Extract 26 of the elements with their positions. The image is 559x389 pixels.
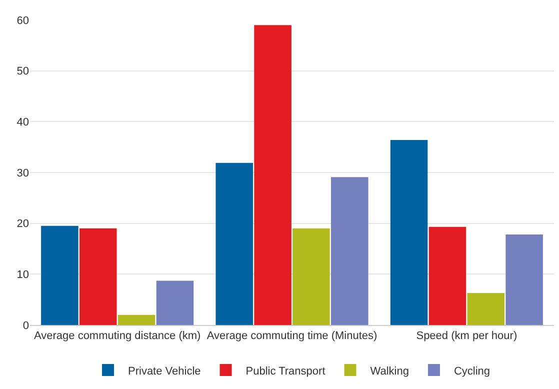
bar <box>118 314 156 325</box>
y-tick-label: 20 <box>16 218 29 230</box>
x-tick-label: Average commuting distance (km) <box>34 330 201 342</box>
bar <box>254 25 292 325</box>
bar <box>331 177 368 325</box>
x-tick-label: Average commuting time (Minutes) <box>206 330 378 342</box>
bar <box>156 280 194 325</box>
legend-label: Private Vehicle <box>128 365 201 378</box>
bar <box>390 140 428 325</box>
y-tick-label: 30 <box>16 167 29 180</box>
legend-label: Walking <box>370 365 409 378</box>
y-tick-label: 50 <box>16 66 29 78</box>
bar <box>216 162 253 325</box>
y-tick-label: 0 <box>22 320 29 332</box>
bar <box>41 226 78 325</box>
y-tick-label: 60 <box>16 14 29 27</box>
x-tick-label: Speed (km per hour) <box>416 330 518 342</box>
legend-label: Public Transport <box>246 365 326 378</box>
bar <box>428 226 466 325</box>
y-tick-label: 10 <box>16 269 29 282</box>
bar <box>506 234 543 325</box>
bar <box>467 292 505 325</box>
bar <box>292 228 330 325</box>
bar <box>79 228 117 325</box>
y-tick-label: 40 <box>16 116 29 129</box>
legend-label: Cycling <box>454 365 490 378</box>
